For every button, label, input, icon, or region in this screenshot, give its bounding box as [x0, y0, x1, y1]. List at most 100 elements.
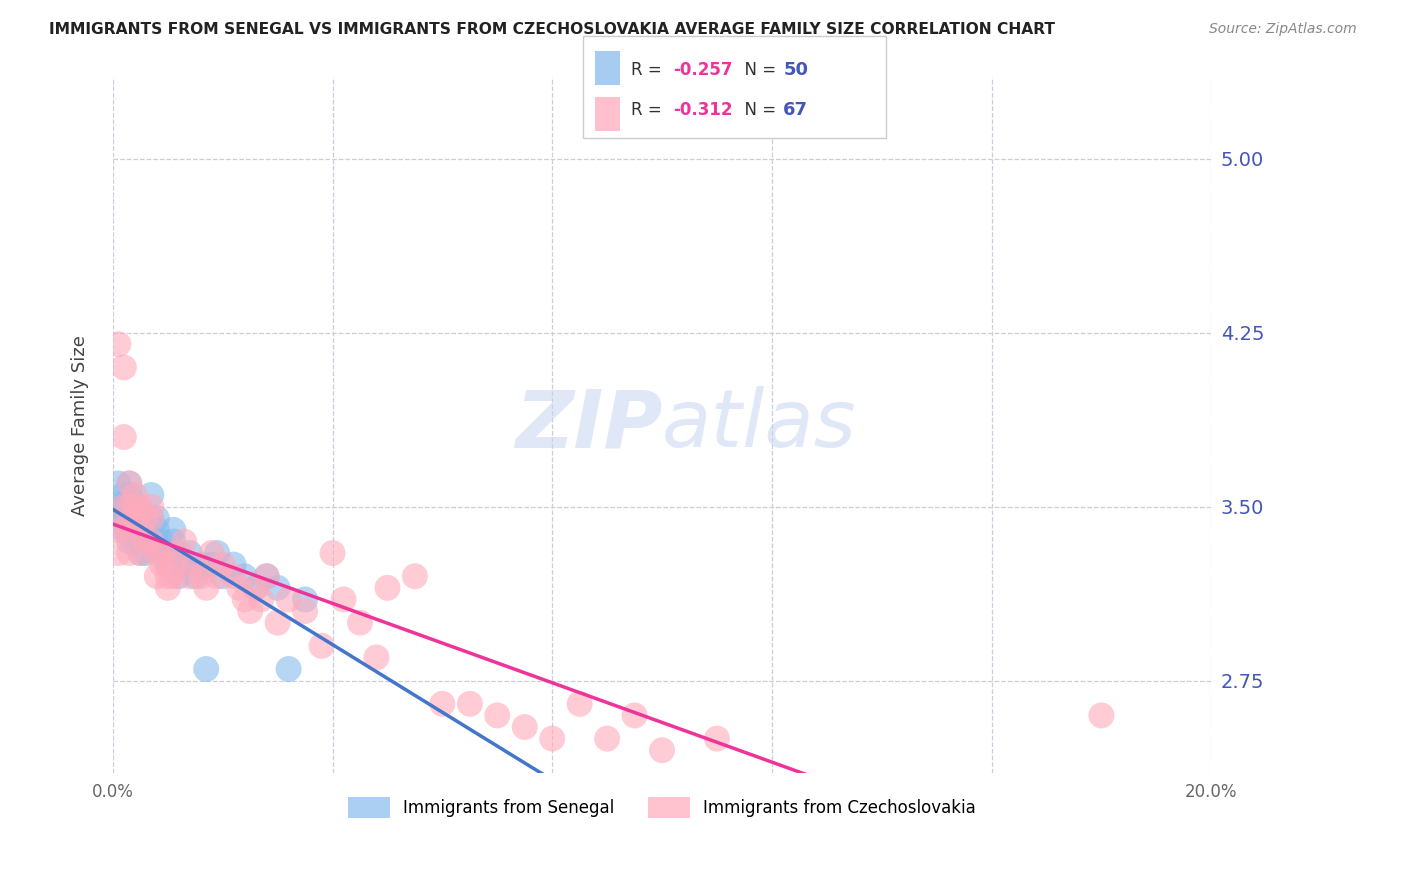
Point	[256, 569, 278, 583]
Point	[179, 546, 201, 560]
Point	[118, 511, 141, 525]
Point	[201, 558, 224, 572]
Text: -0.312: -0.312	[673, 101, 733, 119]
Point	[322, 546, 344, 560]
Point	[432, 697, 454, 711]
Text: 50: 50	[783, 61, 808, 78]
Point	[146, 546, 169, 560]
Text: atlas: atlas	[662, 386, 856, 465]
Point	[332, 592, 354, 607]
Legend: Immigrants from Senegal, Immigrants from Czechoslovakia: Immigrants from Senegal, Immigrants from…	[342, 790, 983, 824]
Point	[156, 558, 179, 572]
Point	[112, 430, 135, 444]
Text: N =: N =	[734, 61, 782, 78]
Point	[596, 731, 619, 746]
Point	[294, 604, 316, 618]
Point	[135, 511, 157, 525]
Point	[513, 720, 536, 734]
Point	[107, 511, 129, 525]
Point	[162, 523, 184, 537]
Point	[1090, 708, 1112, 723]
Point	[277, 662, 299, 676]
Point	[541, 731, 564, 746]
Point	[222, 569, 245, 583]
Point	[124, 523, 146, 537]
Point	[124, 500, 146, 514]
Point	[124, 511, 146, 525]
Point	[112, 500, 135, 514]
Point	[222, 558, 245, 572]
Point	[623, 708, 645, 723]
Point	[162, 558, 184, 572]
Point	[173, 558, 195, 572]
Point	[167, 569, 190, 583]
Point	[156, 546, 179, 560]
Point	[205, 546, 228, 560]
Point	[118, 488, 141, 502]
Point	[118, 523, 141, 537]
Point	[124, 534, 146, 549]
Text: IMMIGRANTS FROM SENEGAL VS IMMIGRANTS FROM CZECHOSLOVAKIA AVERAGE FAMILY SIZE CO: IMMIGRANTS FROM SENEGAL VS IMMIGRANTS FR…	[49, 22, 1056, 37]
Point	[366, 650, 388, 665]
Point	[228, 581, 250, 595]
Point	[129, 546, 152, 560]
Point	[118, 476, 141, 491]
Point	[135, 546, 157, 560]
Point	[107, 523, 129, 537]
Point	[184, 569, 207, 583]
Point	[129, 546, 152, 560]
Point	[250, 592, 273, 607]
Point	[651, 743, 673, 757]
Point	[311, 639, 333, 653]
Text: Source: ZipAtlas.com: Source: ZipAtlas.com	[1209, 22, 1357, 37]
Point	[112, 360, 135, 375]
Text: R =: R =	[631, 101, 668, 119]
Point	[233, 569, 256, 583]
Point	[167, 546, 190, 560]
Point	[124, 500, 146, 514]
Point	[135, 523, 157, 537]
Point	[184, 558, 207, 572]
Point	[118, 500, 141, 514]
Point	[112, 523, 135, 537]
Point	[129, 523, 152, 537]
Point	[211, 558, 233, 572]
Point	[211, 569, 233, 583]
Point	[124, 511, 146, 525]
Point	[256, 569, 278, 583]
Point	[124, 488, 146, 502]
Point	[486, 708, 509, 723]
Point	[107, 476, 129, 491]
Text: R =: R =	[631, 61, 668, 78]
Point	[706, 731, 728, 746]
Point	[146, 511, 169, 525]
Point	[266, 615, 288, 630]
Point	[167, 546, 190, 560]
Text: ZIP: ZIP	[515, 386, 662, 465]
Point	[205, 569, 228, 583]
Point	[118, 546, 141, 560]
Point	[141, 488, 163, 502]
Point	[233, 592, 256, 607]
Point	[162, 534, 184, 549]
Point	[135, 534, 157, 549]
Point	[129, 500, 152, 514]
Point	[112, 523, 135, 537]
Point	[245, 581, 267, 595]
Point	[118, 534, 141, 549]
Point	[112, 488, 135, 502]
Point	[266, 581, 288, 595]
Point	[141, 500, 163, 514]
Point	[112, 511, 135, 525]
Y-axis label: Average Family Size: Average Family Size	[72, 335, 89, 516]
Text: N =: N =	[734, 101, 782, 119]
Text: 67: 67	[783, 101, 808, 119]
Point	[179, 569, 201, 583]
Point	[568, 697, 591, 711]
Point	[349, 615, 371, 630]
Point	[245, 581, 267, 595]
Point	[277, 592, 299, 607]
Point	[294, 592, 316, 607]
Point	[118, 523, 141, 537]
Point	[195, 662, 218, 676]
